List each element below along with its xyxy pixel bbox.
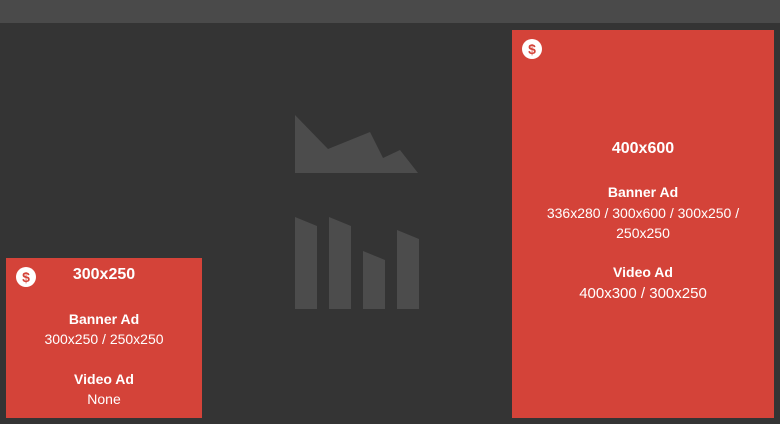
video-ad-sizes: 400x300 / 300x250 xyxy=(579,285,707,302)
banner-ad-label: Banner Ad xyxy=(68,311,140,327)
chart-placeholder xyxy=(295,115,419,309)
ad-slot-400x600[interactable]: $ 400x600 Banner Ad 336x280 / 300x600 / … xyxy=(512,30,774,418)
ad-slot-300x250[interactable]: $ 300x250 Banner Ad 300x250 / 250x250 Vi… xyxy=(6,258,202,418)
area-chart-icon xyxy=(295,115,418,173)
bar-chart-icon xyxy=(295,217,419,309)
video-ad-sizes: None xyxy=(87,391,121,407)
top-bar xyxy=(0,0,780,23)
dollar-coin-icon: $ xyxy=(16,267,36,287)
video-ad-label: Video Ad xyxy=(613,264,673,280)
ad-size-title: 300x250 xyxy=(72,266,136,283)
video-ad-label: Video Ad xyxy=(74,371,134,387)
banner-ad-label: Banner Ad xyxy=(607,184,679,200)
banner-ad-sizes: 336x280 / 300x600 / 300x250 / 250x250 xyxy=(546,205,740,241)
dollar-coin-icon: $ xyxy=(522,39,542,59)
ad-size-title: 400x600 xyxy=(611,140,675,157)
banner-ad-sizes: 300x250 / 250x250 xyxy=(44,331,164,347)
